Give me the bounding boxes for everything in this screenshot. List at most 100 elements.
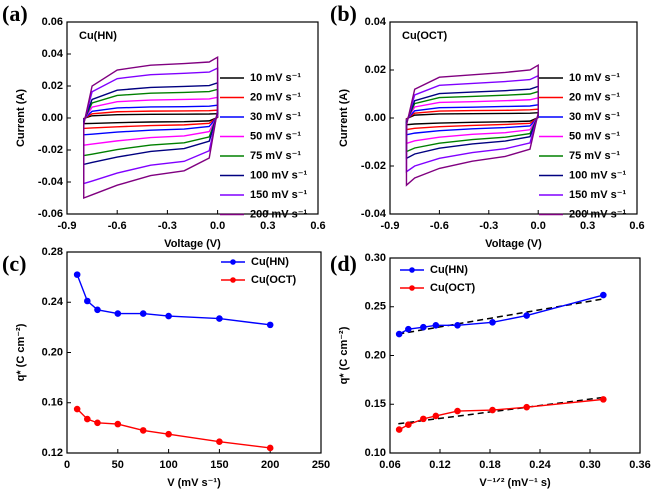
data-point: [489, 319, 496, 326]
x-tick-label: 0.0: [210, 220, 225, 232]
data-point: [139, 310, 147, 317]
legend-label: 75 mV s⁻¹: [569, 150, 620, 162]
data-point: [165, 312, 172, 320]
x-tick-label: 0.0: [531, 220, 546, 232]
x-tick-label: 0.36: [629, 459, 650, 471]
y-axis-label: q* (C cm⁻²): [15, 323, 27, 381]
legend-label: 200 mV s⁻¹: [569, 208, 627, 220]
y-tick-label: 0.02: [365, 64, 386, 76]
legend-label: Cu(HN): [251, 256, 289, 268]
y-tick-label: 0.20: [365, 349, 386, 361]
legend-label: 50 mV s⁻¹: [569, 130, 620, 142]
x-tick-label: -0.9: [58, 220, 77, 232]
y-tick-label: 0.10: [365, 447, 386, 459]
data-point: [600, 291, 607, 299]
data-point: [139, 427, 147, 434]
series-line: [76, 408, 271, 449]
plot-frame: [389, 257, 641, 454]
data-point: [266, 321, 274, 329]
data-point: [73, 271, 81, 278]
data-point: [94, 306, 101, 314]
data-point: [432, 321, 440, 329]
legend-marker: [409, 285, 415, 291]
x-tick-label: 50: [112, 459, 124, 471]
y-tick-label: 0.00: [365, 112, 386, 124]
y-axis-label: q* (C cm⁻²): [338, 326, 350, 384]
x-tick-label: 0.30: [579, 459, 600, 471]
series-line: [83, 104, 219, 136]
y-tick-label: 0.06: [42, 16, 63, 28]
y-axis-label: Current (A): [15, 89, 27, 147]
x-tick-label: 150: [210, 459, 228, 471]
y-tick-label: 0.04: [42, 48, 64, 60]
legend-label: 30 mV s⁻¹: [569, 111, 620, 123]
series-line: [83, 55, 219, 200]
x-tick-label: 0: [64, 459, 70, 471]
data-point: [523, 312, 530, 319]
data-point: [216, 315, 223, 322]
legend-marker: [409, 267, 415, 273]
legend-label: Cu(OCT): [251, 274, 297, 286]
data-point: [84, 415, 91, 423]
legend-label: Cu(OCT): [430, 282, 476, 294]
y-tick-label: 0.12: [42, 447, 63, 459]
x-tick-label: 0.18: [479, 459, 500, 471]
data-point: [395, 426, 403, 433]
y-tick-label: 0.20: [42, 346, 63, 358]
x-tick-label: 100: [159, 459, 177, 471]
y-tick-label: -0.02: [361, 160, 386, 172]
legend-label: 10 mV s⁻¹: [569, 72, 620, 84]
data-point: [405, 325, 412, 333]
y-tick-label: 0.16: [42, 397, 63, 409]
y-tick-label: 0.30: [365, 252, 386, 264]
data-point: [523, 403, 530, 411]
y-tick-label: 0.04: [365, 16, 387, 28]
data-point: [420, 415, 427, 423]
legend-label: 20 mV s⁻¹: [569, 91, 620, 103]
y-axis-label: Current (A): [338, 89, 350, 147]
x-tick-label: 0.3: [260, 220, 275, 232]
y-tick-label: 0.24: [42, 296, 64, 308]
legend-label: 20 mV s⁻¹: [250, 91, 301, 103]
data-point: [454, 321, 461, 329]
x-tick-label: 0.6: [629, 220, 644, 232]
x-tick-label: 200: [261, 459, 279, 471]
data-point: [94, 419, 101, 427]
series-line: [405, 96, 539, 145]
series-line: [405, 111, 539, 126]
panel-label: (c): [2, 251, 26, 276]
y-tick-label: 0.15: [365, 398, 386, 410]
fit-line: [398, 396, 604, 425]
x-axis-label: Voltage (V): [485, 238, 542, 250]
data-point: [454, 407, 461, 415]
legend-label: 100 mV s⁻¹: [569, 169, 627, 181]
x-tick-label: 0.12: [429, 459, 450, 471]
series-line: [398, 398, 604, 431]
series-line: [76, 274, 271, 326]
x-tick-label: -0.9: [381, 220, 400, 232]
data-point: [114, 420, 122, 428]
x-axis-label: V⁻¹ᐟ² (mV⁻¹ s): [479, 477, 551, 489]
data-point: [600, 396, 607, 403]
legend-label: 30 mV s⁻¹: [250, 111, 301, 123]
y-tick-label: 0.00: [42, 112, 63, 124]
data-point: [489, 406, 496, 414]
data-point: [216, 438, 223, 445]
series-line: [405, 63, 539, 187]
series-line: [83, 109, 219, 130]
x-axis-label: V (mV s⁻¹): [167, 477, 221, 489]
legend-label: 100 mV s⁻¹: [250, 169, 308, 181]
legend-label: 150 mV s⁻¹: [569, 189, 627, 201]
x-tick-label: -0.3: [158, 220, 177, 232]
y-tick-label: 0.28: [42, 246, 63, 258]
y-tick-label: -0.06: [38, 208, 63, 220]
data-point: [84, 297, 91, 305]
legend-label: Cu(HN): [430, 264, 468, 276]
y-tick-label: -0.04: [361, 208, 387, 220]
y-tick-label: -0.02: [38, 144, 63, 156]
x-tick-label: 250: [312, 459, 330, 471]
series-line: [405, 103, 539, 136]
legend-label: 150 mV s⁻¹: [250, 189, 308, 201]
fit-line: [398, 298, 604, 335]
panel-label: (d): [330, 251, 357, 276]
